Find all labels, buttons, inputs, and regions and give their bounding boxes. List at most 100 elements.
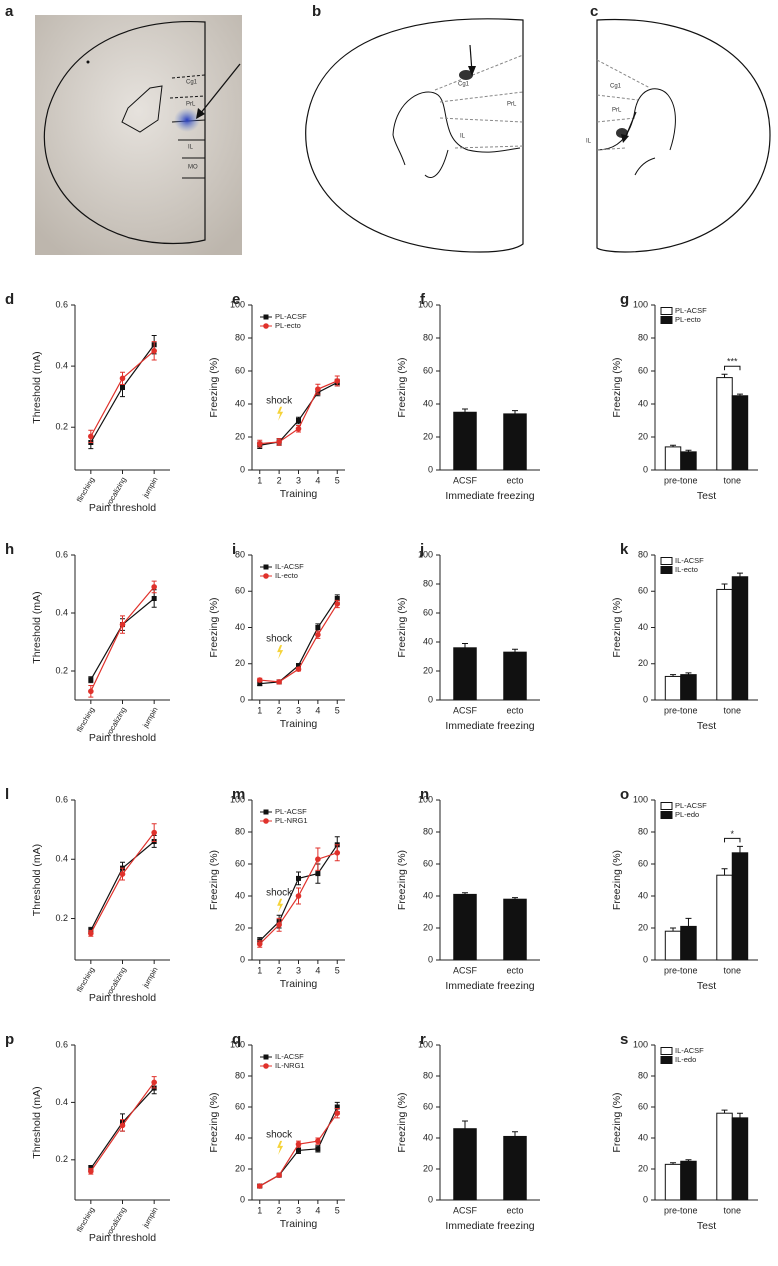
x-tick-label: flinching [75,1205,97,1233]
marker [119,1122,126,1129]
marker [296,418,301,423]
legend-marker [263,323,269,329]
y-tick-label: 0.6 [55,1039,68,1049]
y-tick-label: 80 [638,826,648,836]
marker [315,625,321,630]
arrow [199,63,241,115]
y-tick-label: 0.6 [55,299,68,309]
bar [680,1160,697,1201]
x-tick-label: 4 [315,705,320,715]
section-outline [596,18,771,253]
bar [716,377,733,471]
x-tick-label: 5 [335,965,340,975]
bar [716,588,733,701]
y-tick-label: 60 [423,1101,433,1111]
x-tick-label: tone [723,1205,741,1215]
x-tick-label: 2 [277,705,282,715]
y-axis-label: Freezing (%) [208,597,220,657]
x-tick-label: jumpin [140,475,159,499]
bar [453,411,477,471]
marker [295,666,302,672]
x-tick-label: 1 [257,965,262,975]
y-tick-label: 0.4 [55,1097,68,1107]
y-tick-label: 40 [638,1132,648,1142]
panel-label: a [5,3,14,20]
y-tick-label: 0.6 [55,549,68,559]
y-tick-label: 40 [423,890,433,900]
x-tick-label: 2 [277,965,282,975]
marker [119,375,126,382]
x-axis-label: Immediate freezing [445,980,534,992]
y-axis-label: Freezing (%) [396,1092,408,1152]
y-tick-label: 80 [235,549,245,559]
error-bar [670,444,677,447]
panel-label: g [620,291,629,308]
marker [88,433,94,440]
y-tick-label: 80 [423,332,433,342]
legend-label: IL-ACSF [275,1052,304,1061]
marker [315,1146,321,1152]
series-line [90,598,155,680]
panel-label: m [232,786,245,803]
error-bar [685,672,692,675]
marker [334,850,341,856]
x-tick-label: ecto [506,705,523,715]
significance-bracket [724,365,741,371]
marker [276,679,282,685]
y-tick-label: 60 [638,858,648,868]
chart-panel: q 0 20 40 60 80 100 Freezing (%) 1 2 3 4 5 Training sh… [208,1031,345,1230]
brain-panels: a Cg1 PrL IL MO b Cg1 PrL IL c [5,3,771,255]
x-axis-label: Immediate freezing [445,490,534,502]
shock-icon [277,645,284,660]
y-axis-label: Freezing (%) [611,1092,623,1152]
marker [315,856,321,862]
legend-label: PL-NRG1 [275,816,308,825]
panel-label: k [620,541,629,558]
y-axis-label: Freezing (%) [396,597,408,657]
marker [296,1147,301,1153]
section-outline [43,20,206,245]
y-tick-label: 0.6 [55,794,68,804]
x-tick-label: 1 [257,705,262,715]
series-line [90,841,155,931]
chart-panel: j 0 20 40 60 80 100 Freezing (%) ACSF ecto Immedia… [396,541,540,732]
bar [731,395,749,471]
y-tick-label: 40 [638,622,648,632]
y-tick-label: 20 [638,922,648,932]
error-bar [462,408,468,413]
error-bar [670,1162,677,1165]
error-bar [721,868,728,876]
y-tick-label: 80 [235,332,245,342]
error-bar [736,1112,743,1118]
x-tick-label: tone [723,475,741,485]
y-tick-label: 20 [638,431,648,441]
legend-label: PL-ACSF [675,801,707,810]
y-tick-label: 0 [428,1194,433,1204]
y-tick-label: 0 [643,1194,648,1204]
x-tick-label: 5 [335,475,340,485]
marker [334,601,341,607]
bar [453,1128,477,1201]
chart-panel: k 0 20 40 60 80 Freezing (%) pre-tone tone Test IL… [611,541,758,732]
y-tick-label: 40 [423,636,433,646]
bar [503,651,527,701]
bar [731,576,749,701]
error-bar [462,892,468,895]
y-tick-label: 80 [638,1070,648,1080]
bar [453,893,477,961]
y-axis-label: Threshold (mA) [31,591,43,663]
legend-marker [263,818,269,824]
x-tick-label: jumpin [140,1205,159,1229]
x-tick-label: pre-tone [664,1205,698,1215]
marker [151,1079,157,1086]
chart-panel: r 0 20 40 60 80 100 Freezing (%) ACSF ecto Immedia… [396,1031,540,1232]
x-axis-label: Test [697,980,716,992]
marker [315,871,321,877]
bar [453,647,477,701]
legend-label: IL-edo [675,1055,696,1064]
marker [256,941,263,947]
x-tick-label: tone [723,965,741,975]
x-tick-label: 3 [296,1205,301,1215]
